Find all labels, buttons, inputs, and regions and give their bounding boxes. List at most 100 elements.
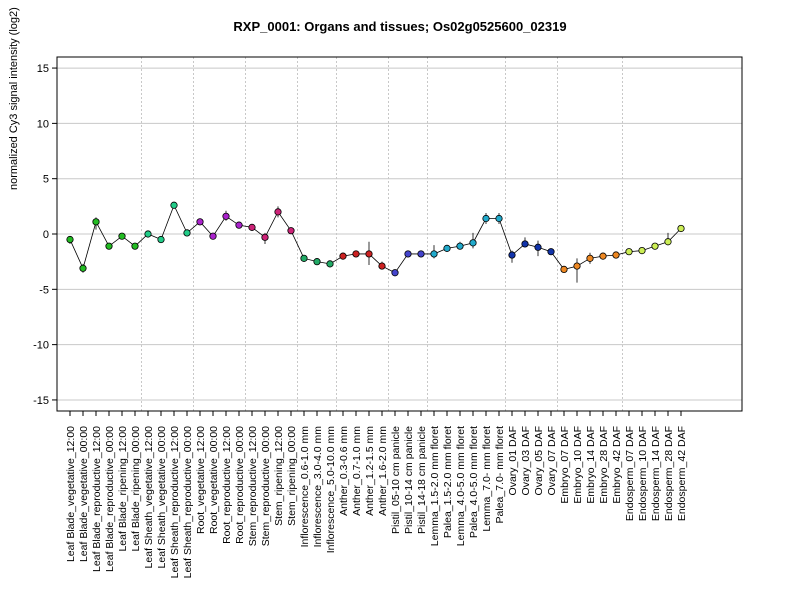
x-tick-label: Pistil_05-10 cm panicle <box>390 426 402 534</box>
data-point <box>534 243 542 251</box>
x-tick-label: Endosperm_07 DAF <box>624 426 636 521</box>
data-point <box>599 252 607 260</box>
x-tick-label: Anther_1.6-2.0 mm <box>377 426 389 516</box>
x-tick-label: Lemma_7.0- mm floret <box>481 426 493 532</box>
data-point <box>664 238 672 246</box>
data-point <box>469 239 477 247</box>
data-point <box>638 246 646 255</box>
data-point <box>300 254 308 262</box>
y-tick-label: 10 <box>37 118 49 130</box>
data-point <box>144 230 152 238</box>
x-tick-label: Anther_0.7-1.0 mm <box>351 426 363 516</box>
data-point <box>118 232 126 240</box>
data-point <box>248 223 256 231</box>
x-tick-label: Anther_0.3-0.6 mm <box>338 426 350 516</box>
x-tick-label: Embryo_28 DAF <box>598 426 610 504</box>
data-point <box>222 212 230 220</box>
data-point <box>547 248 555 256</box>
x-tick-label: Leaf Sheath_vegetative_00:00 <box>156 426 168 569</box>
y-tick-label: 15 <box>37 63 49 75</box>
x-tick-label: Palea_1.5-2.0 mm floret <box>442 426 454 538</box>
x-tick-label: Endosperm_10 DAF <box>637 426 649 521</box>
x-tick-label: Stem_ripening_00:00 <box>286 426 298 526</box>
data-point <box>79 264 87 272</box>
x-tick-label: Leaf Sheath_vegetative_12:00 <box>143 426 155 569</box>
data-point <box>495 214 503 223</box>
data-point <box>352 250 360 258</box>
data-point <box>404 250 412 258</box>
x-tick-label: Palea_4.0-5.0 mm floret <box>468 426 480 538</box>
data-point <box>196 218 204 226</box>
x-tick-label: Palea_7.0- mm floret <box>494 426 506 524</box>
x-tick-label: Leaf Blade_reproductive_00:00 <box>104 426 116 572</box>
data-point <box>365 250 373 258</box>
chart-title: RXP_0001: Organs and tissues; Os02g05256… <box>233 19 567 34</box>
x-tick-label: Ovary_07 DAF <box>546 426 558 495</box>
x-tick-label: Embryo_10 DAF <box>572 426 584 504</box>
x-tick-label: Lemma_4.0-5.0 mm floret <box>455 426 467 546</box>
x-tick-label: Stem_reproductive_12:00 <box>247 426 259 546</box>
y-tick-label: 0 <box>43 229 49 241</box>
x-tick-label: Endosperm_42 DAF <box>676 426 688 521</box>
data-point <box>456 242 464 250</box>
x-tick-label: Embryo_14 DAF <box>585 426 597 504</box>
x-tick-label: Endosperm_28 DAF <box>663 426 675 521</box>
data-point <box>235 221 243 229</box>
x-tick-label: Lemma_1.5-2.0 mm floret <box>429 426 441 546</box>
data-point <box>313 258 321 266</box>
data-point <box>378 262 386 270</box>
data-point <box>482 214 490 223</box>
x-tick-label: Inflorescence_3.0-4.0 mm <box>312 426 324 548</box>
data-point <box>521 240 529 248</box>
x-tick-label: Embryo_42 DAF <box>611 426 623 504</box>
x-tick-label: Embryo_07 DAF <box>559 426 571 504</box>
data-point <box>157 235 165 244</box>
x-tick-label: Pistil_14-18 cm panicle <box>416 426 428 534</box>
data-point <box>274 208 282 216</box>
data-point <box>170 201 178 209</box>
x-tick-label: Leaf Blade_ripening_12:00 <box>117 426 129 552</box>
x-tick-label: Ovary_01 DAF <box>507 426 519 495</box>
x-tick-label: Anther_1.2-1.5 mm <box>364 426 376 516</box>
data-point <box>391 269 399 277</box>
data-point <box>417 250 425 258</box>
x-tick-label: Root_vegetative_12:00 <box>195 426 207 534</box>
data-point <box>287 227 295 235</box>
data-point <box>573 262 581 270</box>
x-tick-label: Stem_ripening_12:00 <box>273 426 285 526</box>
data-point <box>677 224 685 233</box>
x-tick-label: Leaf Blade_ripening_00:00 <box>130 426 142 552</box>
data-point <box>66 235 74 244</box>
data-point <box>430 250 438 258</box>
data-point <box>209 232 217 240</box>
x-tick-label: Leaf Sheath_reproductive_00:00 <box>182 426 194 579</box>
x-tick-label: Root_reproductive_00:00 <box>234 426 246 544</box>
x-tick-label: Leaf Blade_vegetative_12:00 <box>65 426 77 562</box>
data-point <box>560 265 568 273</box>
x-tick-label: Pistil_10-14 cm panicle <box>403 426 415 534</box>
data-point <box>586 254 594 262</box>
data-point <box>443 244 451 252</box>
y-tick-label: -5 <box>39 284 49 296</box>
data-point <box>339 252 347 260</box>
x-tick-label: Stem_reproductive_00:00 <box>260 426 272 546</box>
x-tick-label: Ovary_05 DAF <box>533 426 545 495</box>
data-point <box>625 248 633 256</box>
y-tick-label: -15 <box>33 395 49 407</box>
data-point <box>92 218 100 226</box>
data-point <box>651 242 659 250</box>
data-point <box>612 251 620 259</box>
x-tick-label: Inflorescence_0.6-1.0 mm <box>299 426 311 548</box>
x-tick-label: Inflorescence_5.0-10.0 mm <box>325 426 337 553</box>
x-tick-label: Ovary_03 DAF <box>520 426 532 495</box>
x-tick-label: Root_reproductive_12:00 <box>221 426 233 544</box>
data-point <box>508 251 516 259</box>
data-point <box>326 260 334 268</box>
data-point <box>183 229 191 237</box>
data-point <box>261 233 269 241</box>
x-tick-label: Root_vegetative_00:00 <box>208 426 220 534</box>
data-point <box>131 242 139 250</box>
x-tick-label: Leaf Blade_reproductive_12:00 <box>91 426 103 572</box>
y-tick-label: -10 <box>33 340 49 352</box>
